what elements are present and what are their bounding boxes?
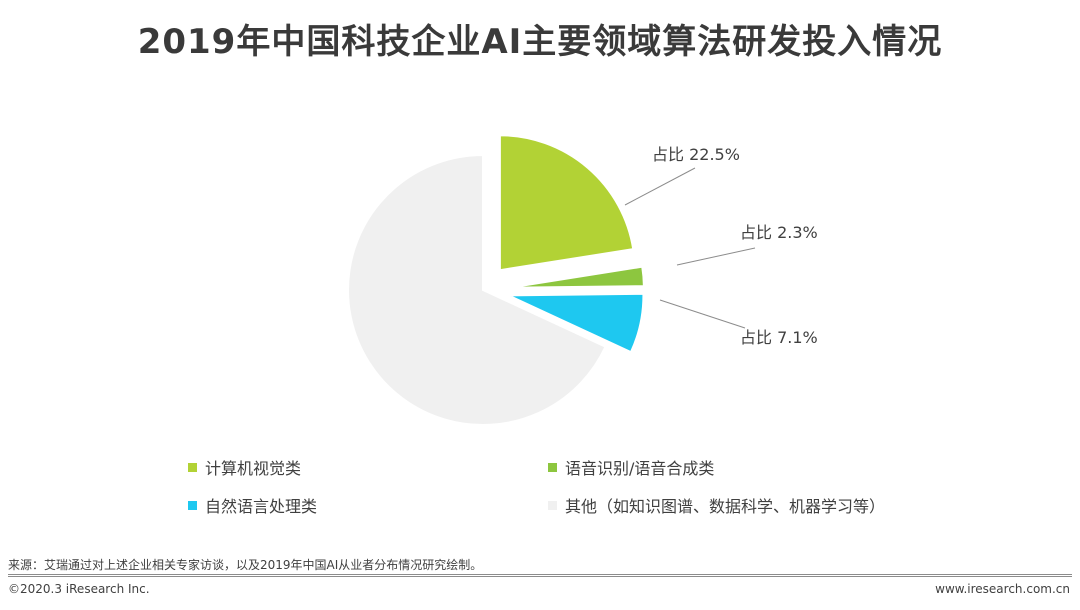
pie-slice-3 <box>347 153 607 426</box>
chart-title: 2019年中国科技企业AI主要领域算法研发投入情况 <box>137 22 943 62</box>
leader-line-2 <box>659 299 746 329</box>
data-label-1: 占比 2.3% <box>740 223 818 242</box>
pie-slices <box>347 134 645 426</box>
source-note: 来源：艾瑞通过对上述企业相关专家访谈，以及2019年中国AI从业者分布情况研究绘… <box>8 558 483 572</box>
pie-slice-2 <box>508 292 645 354</box>
footer-divider <box>8 574 1072 575</box>
pie-slice-1 <box>508 265 645 289</box>
data-label-2: 占比 7.1% <box>740 328 818 347</box>
footer-divider-2 <box>8 576 1072 577</box>
copyright-text: ©2020.3 iResearch Inc. <box>8 582 150 596</box>
pie-labels: 占比 22.5% 占比 2.3% 占比 7.1% <box>624 145 818 347</box>
pie-slice-0 <box>498 134 635 272</box>
website-link[interactable]: www.iresearch.com.cn <box>935 582 1070 596</box>
leader-line-1 <box>676 247 756 266</box>
data-label-0: 占比 22.5% <box>652 145 740 164</box>
leader-line-0 <box>624 167 696 206</box>
